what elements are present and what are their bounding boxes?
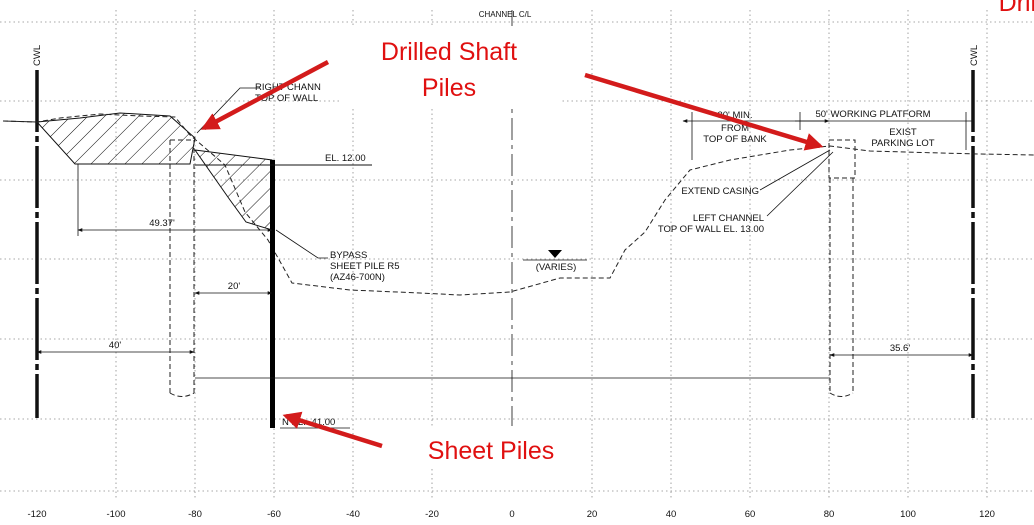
- left-channel-label-2: TOP OF WALL EL. 13.00: [658, 224, 764, 235]
- tick-label: 80: [824, 509, 835, 520]
- tick-label: 60: [745, 509, 756, 520]
- bypass-label-3: (AZ46-700N): [330, 272, 385, 283]
- cwl-left-label: CWL: [32, 45, 43, 66]
- parking-lot-label: PARKING LOT: [871, 138, 934, 149]
- tick-label: -80: [188, 509, 202, 520]
- channel-cl-label: CHANNEL C/L: [479, 10, 532, 19]
- left-channel-label-1: LEFT CHANNEL: [693, 213, 764, 224]
- dimensions: [36, 112, 974, 357]
- dim-4937-label: 49.37': [149, 218, 175, 229]
- tick-label: 120: [979, 509, 995, 520]
- varies-label: (VARIES): [536, 262, 576, 273]
- drilled-shaft-callout-line2: Piles: [422, 74, 476, 102]
- tick-label: -120: [27, 509, 46, 520]
- bypass-label-1: BYPASS: [330, 250, 367, 261]
- tick-label: 100: [900, 509, 916, 520]
- cwl-right-label: CWL: [969, 45, 980, 66]
- right-channel-label-1: RIGHT CHANN: [255, 82, 321, 93]
- extend-casing-label: EXTEND CASING: [681, 186, 759, 197]
- tick-label: 20: [587, 509, 598, 520]
- dim-20-label: 20': [228, 281, 241, 292]
- from-label: FROM: [721, 123, 749, 134]
- sheet-callout-bg: [390, 426, 590, 466]
- sheet-pile: [270, 160, 275, 428]
- left-bank-top-line: [2, 120, 38, 123]
- tick-label: -100: [106, 509, 125, 520]
- tick-label: -40: [346, 509, 360, 520]
- left-shaft-arrow: [200, 60, 330, 130]
- right-drilled-shaft: [828, 139, 856, 397]
- wall-backfill-hatch: [193, 149, 273, 231]
- left-bank-hatch: [35, 112, 196, 165]
- dim-356-label: 35.6': [890, 343, 910, 354]
- min-30-label: 30' MIN.: [717, 110, 752, 121]
- tick-label: -20: [425, 509, 439, 520]
- drilled-shaft-callout-line1: Drilled Shaft: [381, 38, 517, 66]
- right-channel-label-2: TOP OF WALL: [255, 93, 318, 104]
- top-of-bank-label: TOP OF BANK: [703, 134, 767, 145]
- drilled-callout-bg: [340, 26, 560, 106]
- right-shaft-arrow: [584, 72, 824, 151]
- sheet-pile-arrow: [282, 411, 383, 449]
- tick-label: 0: [509, 509, 514, 520]
- water-level-symbol: [548, 250, 562, 258]
- exist-label: EXIST: [889, 127, 917, 138]
- sheet-piles-callout: Sheet Piles: [428, 437, 554, 465]
- tick-label: -60: [267, 509, 281, 520]
- left-drilled-shaft: [169, 139, 195, 397]
- tick-label: 40: [666, 509, 677, 520]
- dim-40-label: 40': [109, 340, 122, 351]
- bypass-label-2: SHEET PILE R5: [330, 261, 400, 272]
- el-12-label: EL. 12.00: [325, 153, 366, 164]
- x-axis-ticks: -120 -100 -80 -60 -40 -20 0 20 40 60 80 …: [27, 509, 994, 520]
- leader-lines: [196, 87, 834, 259]
- corner-callout: Drilled: [999, 0, 1034, 17]
- callout-arrows: [200, 60, 824, 449]
- working-platform-label: 50' WORKING PLATFORM: [815, 109, 930, 120]
